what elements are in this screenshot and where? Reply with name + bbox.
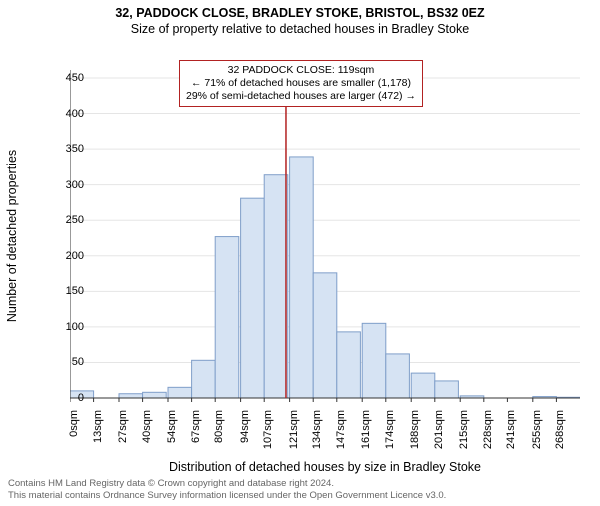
x-tick-label: 201sqm [433, 410, 445, 449]
histogram-svg [70, 52, 580, 428]
y-tick-label: 100 [66, 321, 84, 333]
callout-line-3: 29% of semi-detached houses are larger (… [186, 90, 416, 103]
footer-line-1: Contains HM Land Registry data © Crown c… [8, 478, 446, 490]
x-tick-label: 67sqm [190, 410, 202, 443]
x-tick-label: 40sqm [141, 410, 153, 443]
x-tick-label: 27sqm [117, 410, 129, 443]
histogram-bar [435, 381, 459, 398]
x-tick-label: 94sqm [239, 410, 251, 443]
y-tick-label: 50 [72, 356, 84, 368]
x-tick-label: 121sqm [288, 410, 300, 449]
histogram-bar [168, 387, 192, 398]
chart-subtitle: Size of property relative to detached ho… [0, 22, 600, 36]
histogram-bar [192, 360, 216, 398]
x-tick-label: 268sqm [554, 410, 566, 449]
footer-line-2: This material contains Ordnance Survey i… [8, 490, 446, 502]
histogram-bar [337, 332, 361, 398]
y-tick-label: 250 [66, 214, 84, 226]
x-tick-label: 215sqm [458, 410, 470, 449]
callout-box: 32 PADDOCK CLOSE: 119sqm ← 71% of detach… [179, 60, 423, 107]
x-tick-label: 0sqm [68, 410, 80, 437]
chart-plot-area [70, 52, 580, 428]
histogram-bar [362, 323, 386, 398]
callout-line-1: 32 PADDOCK CLOSE: 119sqm [186, 64, 416, 77]
x-tick-label: 107sqm [262, 410, 274, 449]
chart-title: 32, PADDOCK CLOSE, BRADLEY STOKE, BRISTO… [0, 6, 600, 20]
y-tick-label: 150 [66, 285, 84, 297]
y-axis-label: Number of detached properties [5, 150, 19, 322]
y-tick-label: 200 [66, 250, 84, 262]
histogram-bar [241, 198, 265, 398]
y-tick-label: 400 [66, 108, 84, 120]
y-tick-label: 350 [66, 143, 84, 155]
histogram-bar [290, 157, 314, 398]
histogram-bar [143, 392, 167, 398]
x-tick-label: 255sqm [531, 410, 543, 449]
x-tick-label: 241sqm [505, 410, 517, 449]
x-tick-label: 228sqm [482, 410, 494, 449]
x-tick-label: 54sqm [166, 410, 178, 443]
y-tick-label: 450 [66, 72, 84, 84]
x-tick-label: 13sqm [92, 410, 104, 443]
x-tick-label: 174sqm [384, 410, 396, 449]
histogram-bar [215, 237, 239, 398]
histogram-bar [411, 373, 435, 398]
x-tick-label: 134sqm [311, 410, 323, 449]
x-tick-label: 147sqm [335, 410, 347, 449]
histogram-bar [119, 394, 143, 398]
x-tick-label: 188sqm [409, 410, 421, 449]
y-tick-label: 0 [78, 392, 84, 404]
footer-attribution: Contains HM Land Registry data © Crown c… [8, 478, 446, 502]
histogram-bar [386, 354, 410, 398]
histogram-bar [313, 273, 337, 398]
y-tick-label: 300 [66, 179, 84, 191]
callout-line-2: ← 71% of detached houses are smaller (1,… [186, 77, 416, 90]
x-tick-label: 80sqm [213, 410, 225, 443]
x-axis-label: Distribution of detached houses by size … [70, 460, 580, 474]
histogram-bar [264, 175, 288, 398]
x-tick-label: 161sqm [360, 410, 372, 449]
